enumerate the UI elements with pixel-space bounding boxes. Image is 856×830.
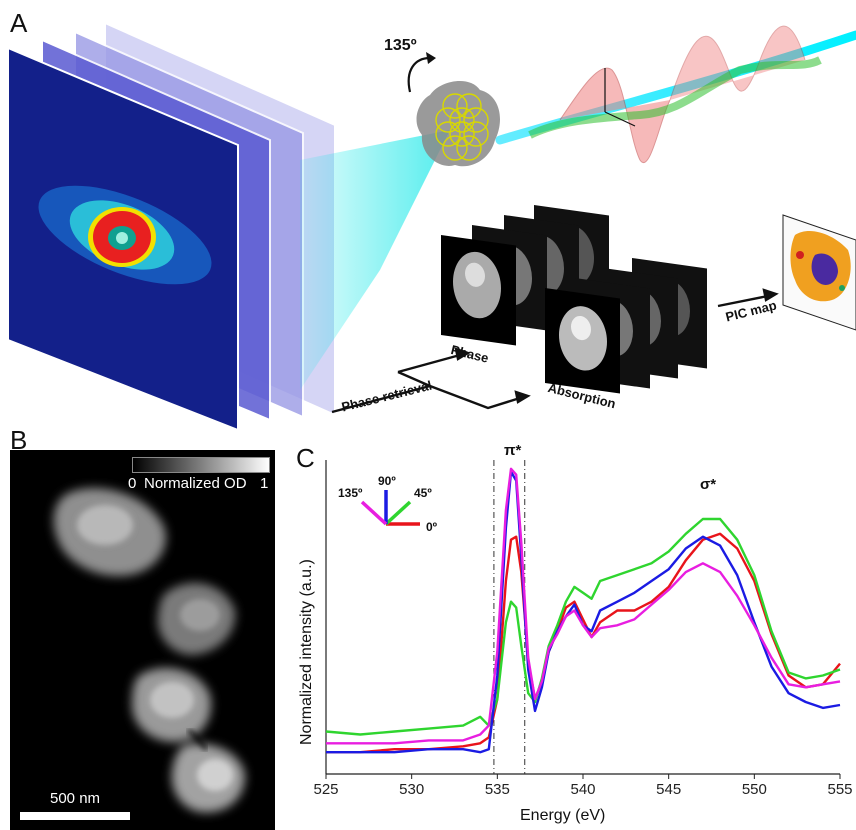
- x-tick-label: 555: [827, 781, 852, 798]
- x-tick-label: 540: [570, 781, 595, 798]
- rotation-label: 135º: [384, 37, 417, 54]
- particle-image: [53, 488, 245, 813]
- panel-a: A 135º Phase retrieval Phase Absorption …: [7, 8, 856, 432]
- series-line-4: [326, 467, 841, 745]
- scalebar: [20, 812, 130, 820]
- xray-beam: [495, 25, 856, 164]
- colorbar-title: Normalized OD: [144, 475, 247, 492]
- x-tick-label: 550: [742, 781, 767, 798]
- flow-arrows: [331, 288, 779, 414]
- pic-map-image: [782, 214, 856, 331]
- colorbar: [132, 457, 270, 473]
- sigma-star-label: σ*: [700, 476, 717, 493]
- series-line-2: [325, 517, 841, 736]
- y-axis-label: Normalized intensity (a.u.): [298, 559, 315, 745]
- legend-0: 0º: [426, 520, 438, 534]
- x-tick-label: 525: [313, 781, 338, 798]
- scalebar-label: 500 nm: [50, 790, 101, 807]
- panel-c: C 525 530 535 540 545 550 555 135º 90º 45º 0º …: [290, 440, 856, 830]
- legend-45: 45º: [414, 486, 432, 500]
- spectra-chart: 525 530 535 540 545 550 555: [313, 460, 853, 798]
- legend-135: 135º: [338, 486, 363, 500]
- colorbar-min-label: 0: [128, 475, 137, 492]
- polarization-legend: [360, 490, 420, 526]
- series-line-1: [326, 532, 841, 754]
- pi-star-label: π*: [504, 442, 522, 459]
- panel-letter-a: A: [10, 8, 28, 38]
- series-line-3: [326, 470, 841, 754]
- panel-a-illustration: [7, 21, 856, 432]
- diffraction-cone: [300, 130, 450, 390]
- rotation-arrow-icon: [407, 56, 431, 93]
- legend-90: 90º: [378, 474, 396, 488]
- panel-letter-c: C: [296, 443, 315, 473]
- microscopy-image: 0 Normalized OD 1 500 nm: [10, 450, 275, 830]
- colorbar-max-label: 1: [260, 475, 269, 492]
- x-tick-label: 545: [656, 781, 681, 798]
- phase-stack: [441, 204, 609, 346]
- panel-b: B 0 Normalized OD 1 500 nm: [0, 420, 290, 830]
- panel-letter-b: B: [10, 425, 28, 455]
- absorption-stack: [545, 258, 707, 394]
- x-axis-label: Energy (eV): [520, 807, 606, 824]
- sample-particle: [416, 80, 500, 167]
- x-tick-label: 530: [399, 781, 424, 798]
- x-tick-label: 535: [485, 781, 510, 798]
- diffraction-pattern: [7, 46, 239, 432]
